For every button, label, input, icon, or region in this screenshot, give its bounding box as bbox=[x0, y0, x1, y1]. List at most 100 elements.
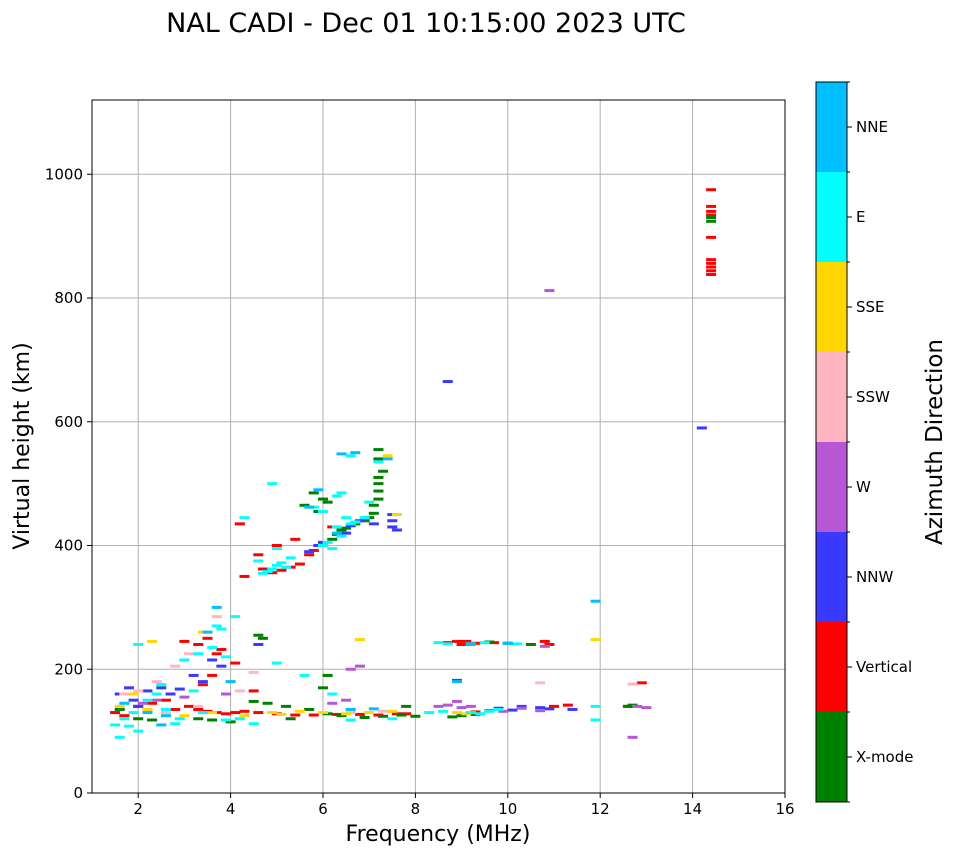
data-point bbox=[193, 643, 204, 646]
data-point bbox=[304, 505, 315, 509]
data-point bbox=[253, 553, 264, 557]
data-point bbox=[359, 716, 370, 720]
data-point bbox=[128, 698, 139, 702]
data-point bbox=[207, 658, 218, 662]
data-point bbox=[493, 707, 504, 711]
data-point bbox=[225, 720, 236, 724]
data-point bbox=[299, 503, 310, 507]
data-point bbox=[373, 448, 384, 452]
data-point bbox=[327, 537, 338, 541]
data-point bbox=[535, 709, 546, 713]
data-point bbox=[276, 568, 287, 572]
data-point bbox=[706, 265, 717, 269]
data-point bbox=[465, 711, 476, 715]
data-point bbox=[160, 711, 171, 715]
data-point bbox=[123, 724, 134, 728]
data-point bbox=[142, 689, 153, 693]
data-point bbox=[216, 627, 227, 631]
data-point bbox=[331, 525, 342, 529]
data-point bbox=[345, 524, 356, 528]
data-point bbox=[262, 569, 273, 573]
data-point bbox=[706, 216, 717, 220]
data-point bbox=[327, 547, 338, 551]
data-point bbox=[636, 681, 647, 685]
data-point bbox=[382, 454, 393, 458]
data-point bbox=[451, 639, 462, 643]
data-point bbox=[336, 714, 347, 718]
data-point bbox=[442, 703, 453, 707]
data-point bbox=[193, 704, 204, 708]
data-point bbox=[262, 701, 273, 705]
data-point bbox=[433, 704, 444, 708]
data-point bbox=[248, 689, 259, 693]
data-point bbox=[387, 519, 398, 523]
data-point bbox=[234, 717, 245, 721]
series-nnw bbox=[114, 380, 707, 713]
data-point bbox=[539, 639, 550, 643]
data-point bbox=[706, 219, 717, 223]
data-point bbox=[410, 714, 421, 718]
data-point bbox=[211, 615, 222, 619]
data-point bbox=[304, 553, 315, 557]
colorbar-label: E bbox=[856, 208, 865, 226]
data-point bbox=[137, 701, 148, 705]
data-point bbox=[341, 712, 352, 716]
data-point bbox=[119, 701, 130, 705]
data-point bbox=[706, 204, 717, 208]
data-point bbox=[128, 692, 139, 696]
data-point bbox=[322, 500, 333, 504]
data-point bbox=[451, 680, 462, 684]
data-point bbox=[147, 701, 158, 705]
colorbar-swatch bbox=[816, 352, 847, 442]
data-point bbox=[151, 680, 162, 684]
data-point bbox=[216, 647, 227, 651]
data-point bbox=[368, 503, 379, 507]
data-point bbox=[220, 655, 231, 659]
data-point bbox=[160, 714, 171, 718]
data-point bbox=[133, 717, 144, 721]
data-point bbox=[184, 704, 195, 708]
colorbar-frame bbox=[815, 81, 848, 803]
data-point bbox=[364, 500, 375, 504]
data-point bbox=[281, 565, 292, 569]
data-point bbox=[373, 482, 384, 486]
data-point bbox=[391, 528, 402, 532]
data-point bbox=[336, 534, 347, 538]
data-point bbox=[368, 707, 379, 711]
data-point bbox=[114, 707, 125, 711]
data-point bbox=[456, 714, 467, 718]
data-point bbox=[373, 460, 384, 464]
data-point bbox=[318, 544, 328, 547]
data-point bbox=[253, 643, 264, 646]
data-point bbox=[294, 709, 305, 713]
gridlines bbox=[92, 100, 786, 794]
y-tick-label: 800 bbox=[54, 289, 83, 307]
data-point bbox=[378, 469, 389, 473]
data-point bbox=[119, 692, 130, 696]
data-point bbox=[179, 695, 190, 699]
data-point bbox=[479, 641, 490, 645]
data-point bbox=[456, 643, 467, 646]
x-tick-label: 8 bbox=[411, 800, 421, 818]
x-tick-label: 2 bbox=[133, 800, 143, 818]
data-point bbox=[156, 723, 167, 727]
data-point bbox=[318, 497, 328, 501]
data-point bbox=[354, 712, 365, 716]
data-point bbox=[160, 698, 171, 702]
data-point bbox=[257, 636, 268, 640]
data-point bbox=[202, 636, 213, 640]
x-tick-label: 10 bbox=[498, 800, 517, 818]
data-point bbox=[147, 639, 158, 643]
data-point bbox=[442, 380, 453, 384]
data-point bbox=[341, 526, 352, 530]
data-point bbox=[151, 692, 162, 696]
data-point bbox=[502, 641, 513, 645]
data-point bbox=[345, 718, 356, 722]
data-point bbox=[322, 540, 333, 544]
data-point bbox=[220, 712, 231, 716]
data-point bbox=[133, 729, 144, 733]
data-point bbox=[133, 704, 144, 708]
data-point bbox=[706, 261, 717, 265]
data-point bbox=[304, 707, 315, 711]
data-point bbox=[345, 522, 356, 526]
